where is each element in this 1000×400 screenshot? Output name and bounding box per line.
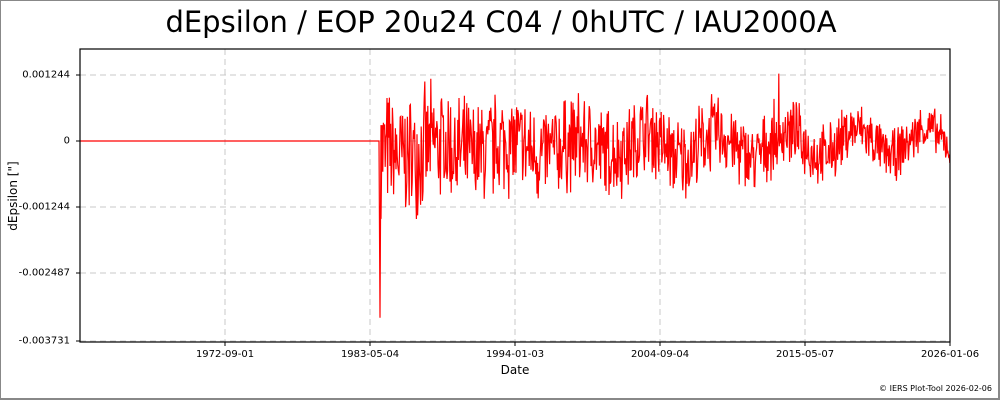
- x-tick-label: 2026-01-06: [920, 349, 980, 360]
- y-tick-label: -0.002487: [18, 267, 70, 279]
- x-tick-label: 1983-05-04: [340, 349, 400, 360]
- y-tick-label: -0.003731: [18, 335, 70, 347]
- y-tick-label: -0.001244: [18, 201, 70, 213]
- x-tick-label: 1994-01-03: [485, 349, 545, 360]
- x-axis-label: Date: [500, 363, 530, 377]
- x-tick-label: 2015-05-07: [775, 349, 835, 360]
- y-tick-label: 0: [63, 135, 70, 147]
- x-tick-label: 1972-09-01: [195, 349, 255, 360]
- y-axis-label: dEpsilon ["]: [6, 161, 20, 231]
- y-tick-label: 0.001244: [22, 69, 70, 81]
- chart-title: dEpsilon / EOP 20u24 C04 / 0hUTC / IAU20…: [165, 5, 837, 39]
- x-tick-label: 2004-09-04: [630, 349, 690, 360]
- data-line: [80, 73, 951, 318]
- copyright-credit: © IERS Plot-Tool 2026-02-06: [879, 384, 992, 393]
